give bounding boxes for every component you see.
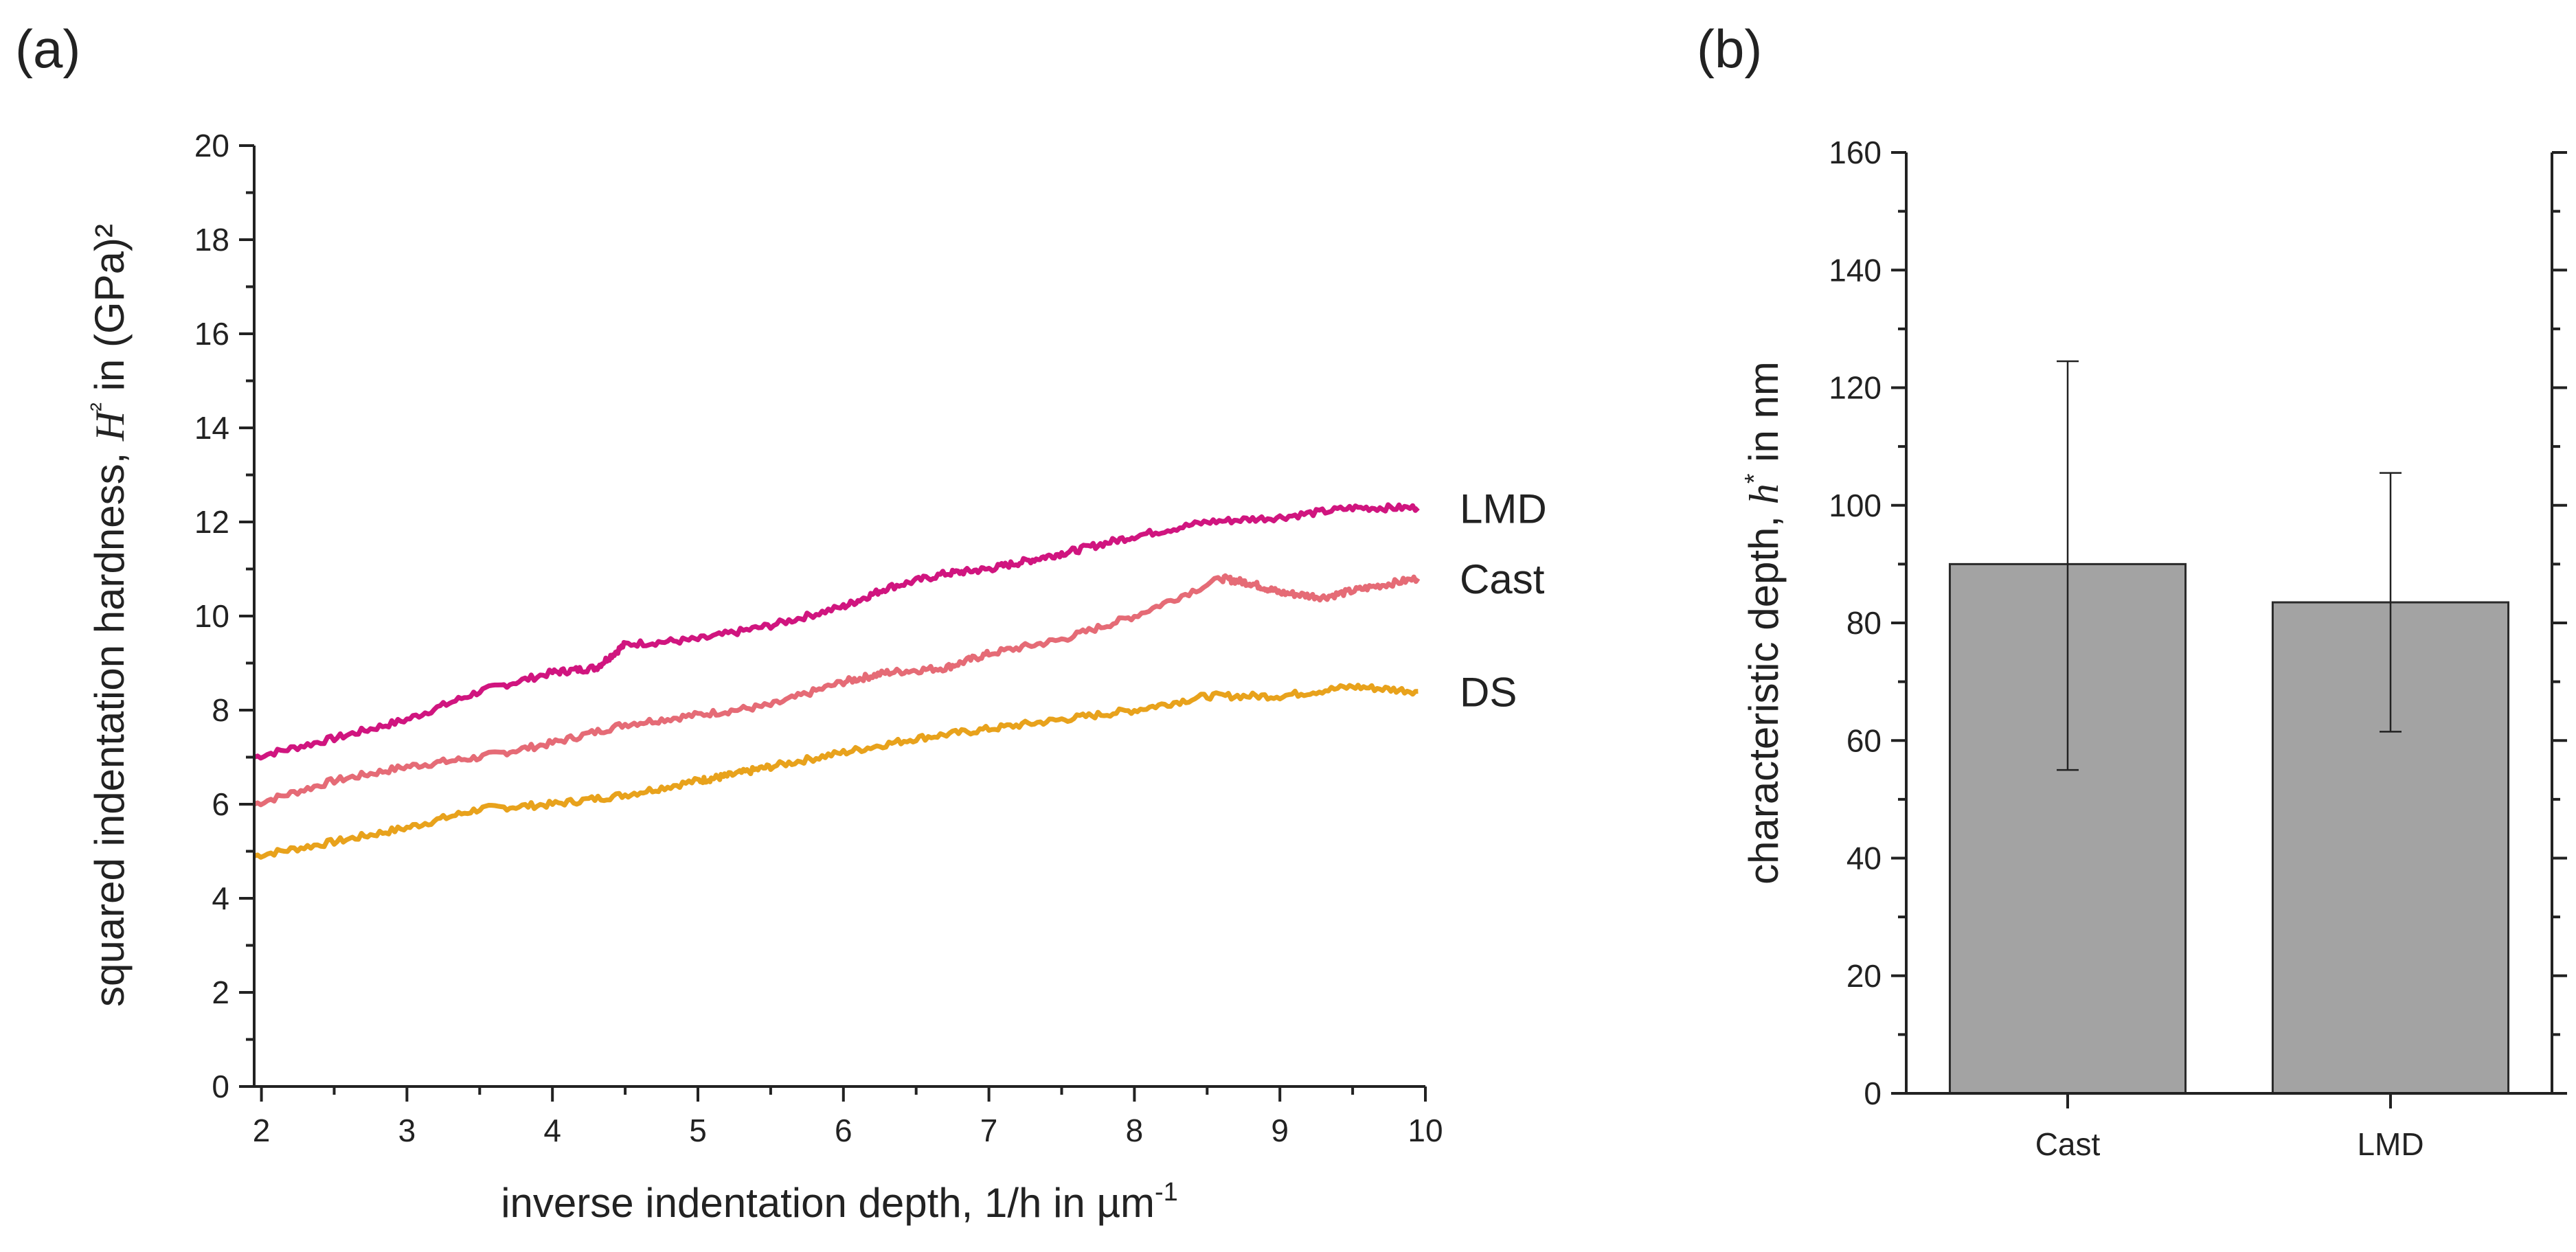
series-label-lmd: LMD: [1460, 486, 1547, 532]
b-y-tick-label: 140: [1829, 252, 1882, 288]
a-y-axis-title-symbol: H: [87, 409, 133, 442]
b-y-axis-title-text: characteristic depth,: [1741, 504, 1787, 885]
a-x-axis-title: inverse indentation depth, 1/h in µm-1: [501, 1178, 1178, 1226]
b-error-bars: [2057, 360, 2402, 771]
characteristic-depth-bar-chart: 0 20 40 60 80 100 120 140 160 Cast LMD characteris…: [1740, 135, 2567, 1162]
a-y-tick-label: 0: [212, 1069, 229, 1104]
a-x-tick-label: 6: [835, 1113, 852, 1148]
a-y-tick-label: 18: [194, 222, 229, 258]
b-y-tick-label: 120: [1829, 370, 1882, 406]
panel-a-label: (a): [15, 19, 80, 79]
b-ticks: 0 20 40 60 80 100 120 140 160 Cast LMD: [1829, 135, 2567, 1162]
b-axes: [1905, 152, 2553, 1095]
b-y-tick-label: 80: [1846, 605, 1882, 641]
a-y-axis-title: squared indentation hardness, H² in (GPa…: [86, 224, 133, 1007]
a-x-tick-label: 4: [543, 1113, 561, 1148]
a-y-tick-label: 16: [194, 316, 229, 352]
b-y-tick-label: 20: [1846, 958, 1882, 994]
a-x-tick-label: 2: [253, 1113, 271, 1148]
a-y-tick-label: 12: [194, 504, 229, 540]
series-line-cast: [253, 573, 1421, 808]
b-y-tick-label: 160: [1829, 135, 1882, 170]
a-series-labels: LMD Cast DS: [1460, 486, 1547, 715]
a-x-tick-label: 9: [1271, 1113, 1289, 1148]
a-x-tick-label: 3: [398, 1113, 416, 1148]
a-x-axis-title-text: inverse indentation depth, 1/h in µm: [501, 1180, 1155, 1226]
b-x-tick-label-cast: Cast: [2035, 1126, 2101, 1162]
series-label-ds: DS: [1460, 670, 1517, 716]
a-lines: [253, 502, 1421, 860]
b-y-tick-label: 60: [1846, 722, 1882, 758]
b-x-tick-label-lmd: LMD: [2357, 1126, 2424, 1162]
a-y-tick-label: 20: [194, 128, 229, 163]
a-y-tick-label: 2: [212, 975, 229, 1010]
b-y-axis-title: characteristic depth, h* in nm: [1740, 361, 1787, 885]
a-x-tick-label: 5: [689, 1113, 707, 1148]
b-y-axis-title-symbol: h: [1741, 483, 1787, 504]
series-label-cast: Cast: [1460, 556, 1545, 602]
a-y-axis-title-unit: in (GPa)²: [87, 224, 133, 402]
b-y-tick-label: 100: [1829, 488, 1882, 523]
b-bars: [1948, 562, 2510, 1095]
a-y-axis-title-text: squared indentation hardness,: [87, 441, 133, 1007]
b-y-tick-label: 40: [1846, 841, 1882, 876]
series-line-ds: [253, 683, 1419, 860]
a-x-tick-label: 8: [1126, 1113, 1144, 1148]
a-y-tick-label: 14: [194, 410, 229, 446]
b-y-axis-title-sup: *: [1740, 473, 1769, 483]
a-y-tick-label: 6: [212, 786, 229, 822]
a-y-axis-title-sup: ²: [86, 402, 115, 411]
a-y-tick-label: 10: [194, 598, 229, 634]
a-y-tick-label: 4: [212, 880, 229, 916]
panel-b-label: (b): [1697, 19, 1762, 79]
b-y-axis-title-unit: in nm: [1741, 361, 1787, 473]
a-x-tick-label: 10: [1408, 1113, 1443, 1148]
a-x-tick-label: 7: [980, 1113, 998, 1148]
a-y-tick-label: 8: [212, 692, 229, 728]
a-x-axis-title-sup: -1: [1155, 1178, 1178, 1207]
a-axes: [253, 146, 1425, 1088]
series-line-lmd: [253, 502, 1420, 761]
b-y-tick-label: 0: [1864, 1075, 1882, 1111]
